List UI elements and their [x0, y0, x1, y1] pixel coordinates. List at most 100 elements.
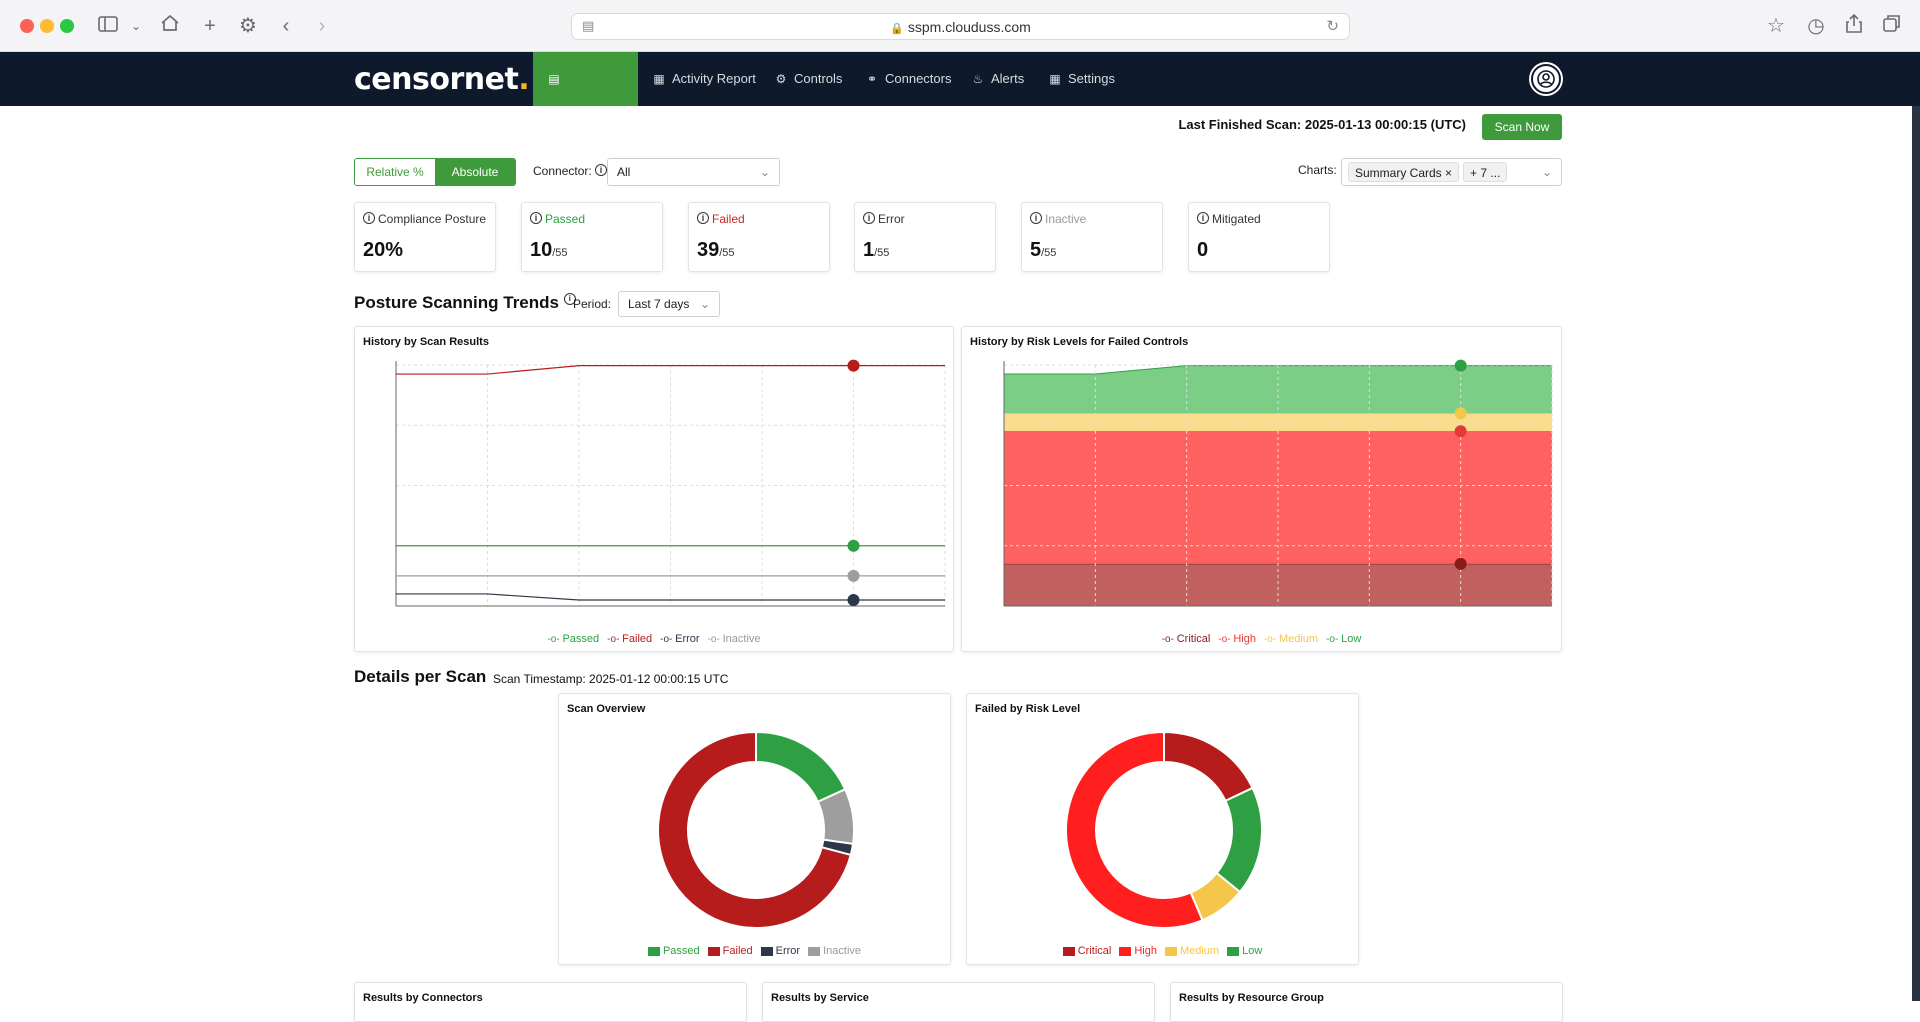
card-value: 0 [1197, 239, 1208, 262]
legend-item-passed[interactable]: Passed [647, 945, 700, 957]
series-point-error[interactable] [847, 593, 860, 606]
history-risk-levels-panel: History by Risk Levels for Failed Contro… [961, 326, 1562, 652]
minimize-window-button[interactable] [40, 19, 54, 33]
series-point-high[interactable] [1454, 425, 1467, 438]
donut-slice-high[interactable] [1065, 730, 1204, 929]
relative-percent-option[interactable]: Relative % [355, 159, 435, 185]
forward-icon[interactable]: › [318, 15, 326, 37]
bookmark-star-icon[interactable]: ☆ [1767, 15, 1785, 37]
legend-swatch [1227, 946, 1240, 956]
nav-dashboard[interactable]: ▤ Dashboard [533, 52, 638, 140]
series-point-critical[interactable] [1454, 557, 1467, 570]
legend-item-failed[interactable]: -o- Failed [607, 633, 652, 645]
card-label: i Mitigated [1197, 212, 1261, 226]
censornet-logo[interactable]: censornet. [354, 62, 530, 97]
summary-card-mitigated[interactable]: i Mitigated 0 [1188, 202, 1330, 272]
series-point-low[interactable] [1454, 359, 1467, 372]
history-clock-icon[interactable]: ◷ [1807, 15, 1825, 37]
charts-multiselect[interactable]: Summary Cards × + 7 ... ⌄ [1341, 158, 1562, 186]
info-icon[interactable]: i [697, 212, 709, 224]
nav-connectors[interactable]: ⚭ Connectors [851, 52, 965, 106]
legend-swatch [1164, 946, 1177, 956]
donut-slice-critical[interactable] [1163, 730, 1254, 803]
nav-alerts[interactable]: ♨ Alerts [957, 52, 1038, 106]
gear-icon: ⚙ [775, 72, 787, 86]
series-point-failed[interactable] [847, 359, 860, 372]
legend-item-medium[interactable]: Medium [1164, 945, 1219, 957]
scan-overview-panel: Scan Overview Passed Failed Error Inactive [558, 693, 951, 965]
summary-card-compliance-posture[interactable]: i Compliance Posture 20% [354, 202, 496, 272]
donut-slice-passed[interactable] [755, 730, 847, 804]
info-icon[interactable]: i [363, 212, 375, 224]
nav-controls[interactable]: ⚙ Controls [760, 52, 856, 106]
card-label: i Passed [530, 212, 585, 226]
legend-item-high[interactable]: High [1119, 945, 1157, 957]
page-menu-icon[interactable]: ▤ [582, 18, 595, 33]
summary-card-error[interactable]: i Error 1/55 [854, 202, 996, 272]
gear-icon[interactable]: ⚙ [239, 15, 257, 37]
nav-activity-report[interactable]: ▦ Activity Report [638, 52, 770, 106]
trends-title: Posture Scanning Trends i [354, 293, 576, 313]
legend-label: Passed [662, 945, 700, 957]
card-value: 10/55 [530, 239, 568, 262]
legend-item-inactive[interactable]: Inactive [808, 945, 861, 957]
legend-marker: -o- [707, 634, 723, 645]
nav-controls-label: Controls [794, 71, 843, 86]
legend-item-error[interactable]: Error [760, 945, 800, 957]
series-point-passed[interactable] [847, 539, 860, 552]
chevron-down-icon: ⌄ [759, 165, 770, 179]
close-icon[interactable]: × [1445, 166, 1453, 180]
legend-item-failed[interactable]: Failed [707, 945, 753, 957]
info-icon[interactable]: i [1197, 212, 1209, 224]
info-icon[interactable]: i [563, 293, 576, 305]
home-icon[interactable] [158, 14, 182, 38]
scan-now-button[interactable]: Scan Now [1482, 114, 1562, 140]
legend-item-inactive[interactable]: -o- Inactive [708, 633, 761, 645]
donut-slice-low[interactable] [1215, 786, 1263, 894]
legend-item-medium[interactable]: -o- Medium [1264, 633, 1318, 645]
zoom-window-button[interactable] [60, 19, 74, 33]
new-tab-icon[interactable]: + [204, 15, 216, 37]
info-icon[interactable]: i [863, 212, 875, 224]
reload-icon[interactable]: ↻ [1326, 18, 1339, 35]
legend-item-error[interactable]: -o- Error [660, 633, 699, 645]
nav-alerts-label: Alerts [991, 71, 1025, 86]
summary-card-inactive[interactable]: i Inactive 5/55 [1021, 202, 1163, 272]
connector-select[interactable]: All ⌄ [607, 158, 780, 186]
summary-card-failed[interactable]: i Failed 39/55 [688, 202, 830, 272]
info-icon[interactable]: i [1030, 212, 1042, 224]
results-by-connectors-panel: Results by Connectors [354, 982, 747, 1022]
card-label: i Inactive [1030, 212, 1086, 226]
series-point-medium[interactable] [1454, 407, 1467, 420]
summary-card-passed[interactable]: i Passed 10/55 [521, 202, 663, 272]
back-icon[interactable]: ‹ [282, 15, 290, 37]
last-finished-scan: Last Finished Scan: 2025-01-13 00:00:15 … [1178, 117, 1466, 132]
series-point-inactive[interactable] [847, 569, 860, 582]
donut-slice-failed[interactable] [657, 730, 853, 929]
legend-item-high[interactable]: -o- High [1218, 633, 1256, 645]
legend-label: Low [1341, 633, 1362, 645]
period-select[interactable]: Last 7 days ⌄ [618, 291, 720, 317]
legend-marker: -o- [1263, 634, 1279, 645]
failed-by-risk-panel: Failed by Risk Level Critical High Medium L… [966, 693, 1359, 965]
legend-item-low[interactable]: -o- Low [1326, 633, 1361, 645]
connector-label: Connector: i [533, 164, 608, 178]
legend-item-passed[interactable]: -o- Passed [547, 633, 599, 645]
lock-icon: 🔒 [890, 23, 904, 35]
info-icon[interactable]: i [530, 212, 542, 224]
share-icon[interactable] [1842, 13, 1866, 38]
tabs-overview-icon[interactable] [1880, 14, 1904, 38]
info-icon[interactable]: i [595, 164, 608, 176]
legend-item-critical[interactable]: -o- Critical [1162, 633, 1211, 645]
panel-title: Results by Resource Group [1179, 992, 1324, 1004]
legend-label: Low [1242, 945, 1263, 957]
address-bar[interactable]: ▤ 🔒 sspm.clouduss.com ↻ [571, 13, 1350, 40]
absolute-option[interactable]: Absolute [435, 159, 515, 185]
close-window-button[interactable] [20, 19, 34, 33]
legend-item-critical[interactable]: Critical [1062, 945, 1111, 957]
user-avatar[interactable] [1531, 64, 1561, 94]
sidebar-toggle-icon[interactable] [96, 14, 120, 38]
nav-settings[interactable]: ▦ Settings [1034, 52, 1129, 106]
legend-item-low[interactable]: Low [1227, 945, 1262, 957]
chevron-down-icon[interactable]: ⌄ [130, 19, 142, 33]
